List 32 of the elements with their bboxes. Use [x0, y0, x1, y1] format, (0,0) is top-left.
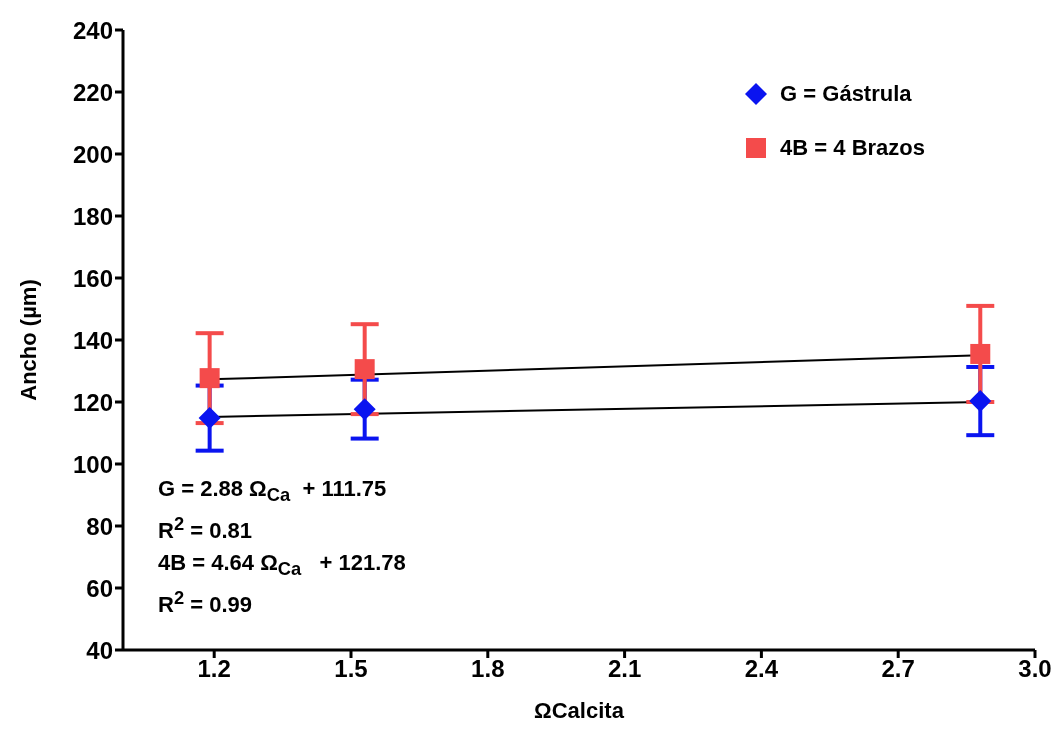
y-axis-title: Ancho (µm): [15, 279, 41, 401]
x-tick-label: 2.1: [607, 655, 642, 683]
y-tick-label: 160: [72, 264, 113, 292]
y-tick-label: 180: [72, 202, 113, 230]
legend-label: 4B = 4 Brazos: [780, 135, 925, 161]
point: [199, 368, 220, 389]
point: [354, 359, 375, 380]
x-axis-title: ΩCalcita: [534, 698, 625, 723]
legend-label: G = Gástrula: [780, 81, 912, 107]
x-tick-label: 1.8: [471, 655, 505, 683]
y-tick-label: 80: [86, 512, 113, 540]
point: [970, 343, 991, 364]
x-tick-label: 2.4: [744, 655, 779, 683]
annotation: 4B = 4.64 Ω$_{Ca}$ + 121.78: [158, 550, 406, 581]
y-tick-label: 200: [72, 140, 113, 168]
point: [969, 390, 992, 413]
annotation: G = 2.88 Ω$_{Ca}$ + 111.75: [158, 476, 387, 507]
y-tick-label: 60: [86, 574, 113, 602]
point: [353, 398, 376, 421]
y-tick-label: 240: [72, 16, 113, 44]
annotation: R$^{2}$ = 0.99: [158, 587, 252, 619]
x-tick-label: 1.2: [197, 655, 231, 683]
y-tick-label: 120: [72, 388, 113, 416]
x-tick-label: 2.7: [881, 655, 915, 683]
y-tick-label: 140: [72, 326, 113, 354]
y-tick-label: 100: [72, 450, 113, 478]
x-tick-label: 3.0: [1018, 655, 1052, 683]
y-tick-label: 40: [86, 636, 113, 664]
point: [198, 407, 221, 430]
annotation: R$^{2}$ = 0.81: [158, 513, 252, 545]
y-tick-label: 220: [72, 78, 113, 106]
x-tick-label: 1.5: [334, 655, 368, 683]
